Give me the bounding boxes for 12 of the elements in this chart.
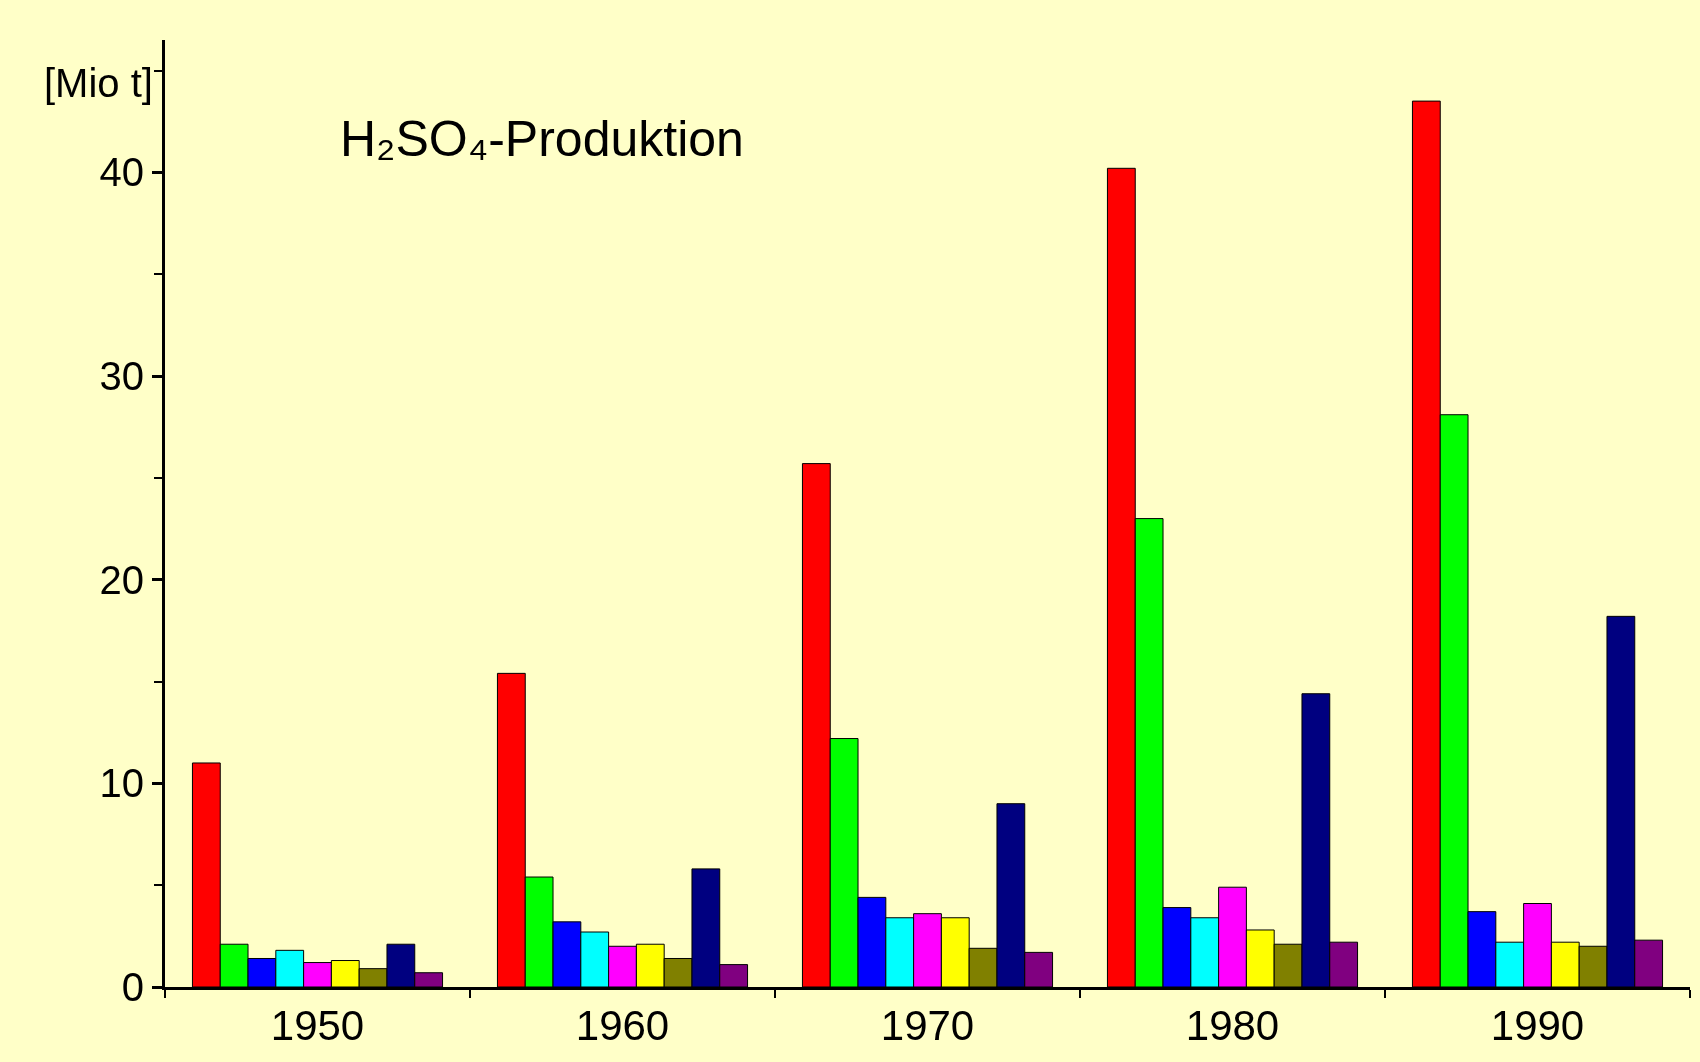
y-tick-label: 30 [99,354,144,399]
x-tick-label: 1950 [270,1002,365,1050]
x-tick-label: 1980 [1185,1002,1280,1050]
x-tick-label: 1970 [880,1002,975,1050]
y-tick-label: 10 [99,761,144,806]
y-axis-title: [Mio t] [44,61,153,105]
y-tick-label: 40 [99,150,144,195]
y-tick-label: 20 [99,557,144,602]
y-tick-label: 0 [121,965,144,1009]
text: H₂SO₄-Produktion [340,110,744,167]
x-tick-label: 1990 [1490,1002,1585,1050]
x-tick-label: 1960 [575,1002,670,1050]
